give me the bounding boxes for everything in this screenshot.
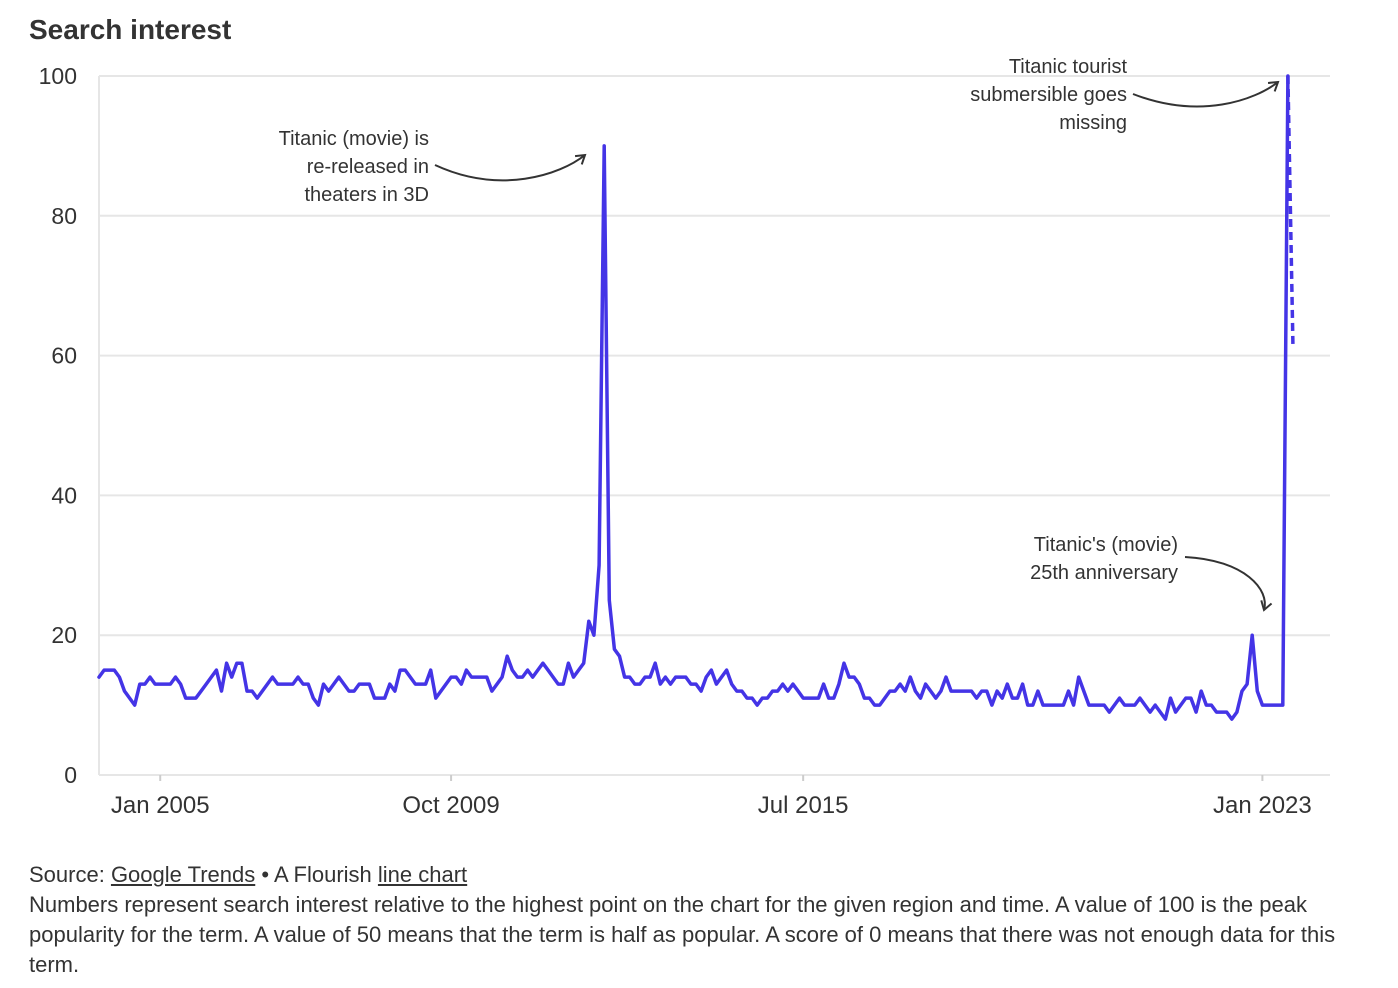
annotation-text: Titanic's (movie): [1034, 534, 1178, 556]
annotation-text: theaters in 3D: [304, 184, 429, 206]
annotation-text: Titanic (movie) is: [279, 128, 429, 150]
annotation-text: re-released in: [307, 156, 429, 178]
source-link[interactable]: Google Trends: [110, 862, 256, 887]
axes: 0 20 40 60 80 100 Jan 2005 Oct 2009 Jul 2015 Jan …: [39, 63, 1312, 819]
annotation-arrowhead: [1260, 600, 1273, 612]
annotation-text: 25th anniversary: [1030, 562, 1178, 584]
source-prefix: Source:: [29, 862, 111, 887]
annotation-text: submersible goes: [970, 84, 1127, 106]
annotation-arrow: [1184, 556, 1266, 611]
y-tick-label: 80: [51, 203, 77, 229]
x-tick-label: Jul 2015: [758, 792, 849, 819]
y-tick-label: 40: [51, 482, 77, 508]
footer-note: Numbers represent search interest relati…: [29, 892, 1336, 977]
series-line-dashed: [1286, 75, 1295, 349]
series-line: [97, 74, 1290, 721]
series-layer: [97, 74, 1295, 721]
annotation-arrow: [1132, 81, 1279, 108]
annotation-arrowhead: [574, 153, 587, 165]
x-tick-label: Jan 2005: [111, 792, 210, 819]
y-tick-label: 100: [39, 63, 77, 89]
annotation-arrow: [434, 154, 586, 182]
line-chart: 0 20 40 60 80 100 Jan 2005 Oct 2009 Jul 2015 Jan …: [39, 56, 1330, 819]
y-tick-label: 0: [64, 762, 77, 788]
chart-type-link[interactable]: line chart: [377, 862, 468, 887]
annotation-text: missing: [1059, 112, 1127, 134]
chart-footer: Source: Google Trends • A Flourish line …: [29, 860, 1374, 980]
annotation-arrowhead: [1267, 80, 1280, 92]
annotation-text: Titanic tourist: [1009, 56, 1128, 78]
y-tick-label: 20: [51, 622, 77, 648]
footer-separator: • A Flourish: [255, 862, 378, 887]
chart-title: Search interest: [29, 14, 232, 45]
x-tick-label: Oct 2009: [402, 792, 499, 819]
annotations: Titanic (movie) is re-released in theaters…: [279, 56, 1280, 612]
x-tick-label: Jan 2023: [1213, 792, 1312, 819]
gridlines: [99, 75, 1330, 776]
y-tick-label: 60: [51, 343, 77, 369]
